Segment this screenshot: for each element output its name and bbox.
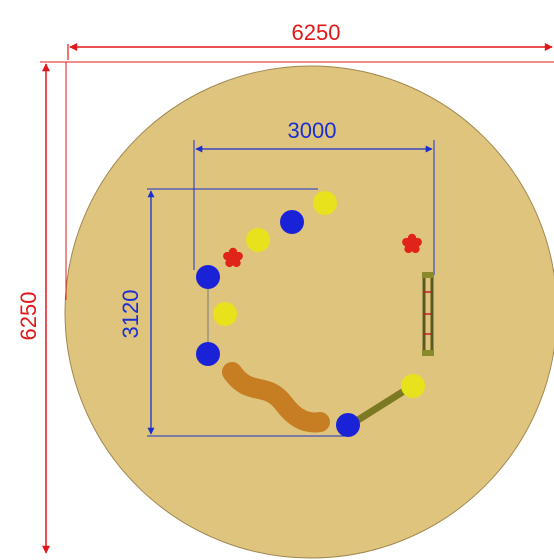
yellow-post [213, 302, 237, 326]
overall-height-dimension: 6250 [16, 62, 67, 554]
yellow-post [246, 228, 270, 252]
blue-post [196, 342, 220, 366]
yellow-post [401, 374, 425, 398]
inner-width-dimension: 3000 [193, 118, 435, 275]
inner-height-dimension: 3120 [118, 188, 344, 437]
overall-width-dimension: 6250 [40, 20, 554, 63]
blue-post [196, 265, 220, 289]
blue-post [336, 413, 360, 437]
overall-width-label: 6250 [292, 20, 341, 45]
overall-height-label: 6250 [16, 292, 41, 341]
blue-post [280, 210, 304, 234]
yellow-post [313, 191, 337, 215]
balance-beam-bridge [346, 382, 416, 429]
inner-width-label: 3000 [288, 118, 337, 143]
balance-log [222, 362, 330, 433]
inner-height-label: 3120 [118, 290, 143, 339]
ladder [422, 272, 434, 356]
